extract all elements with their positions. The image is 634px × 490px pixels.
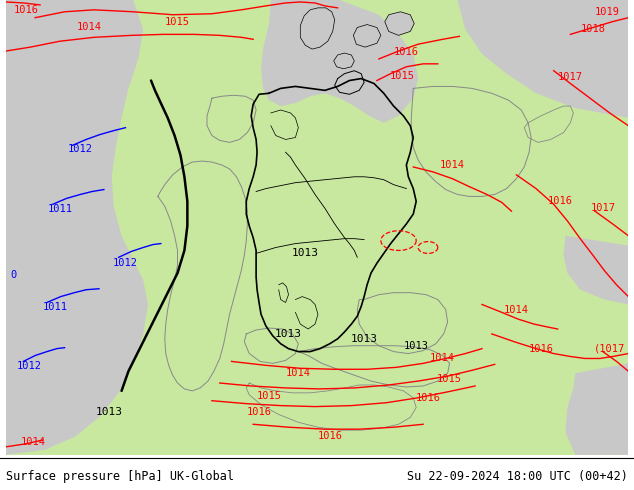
Text: 1016: 1016 [394,47,419,57]
Text: 1014: 1014 [21,437,46,447]
Text: 1017: 1017 [590,203,615,213]
Text: 1014: 1014 [440,160,465,170]
Text: Surface pressure [hPa] UK-Global: Surface pressure [hPa] UK-Global [6,470,235,483]
Text: 1015: 1015 [256,391,281,401]
Text: 1016: 1016 [548,196,573,206]
Text: 1016: 1016 [415,393,441,403]
Polygon shape [6,0,148,455]
Text: 1013: 1013 [292,248,319,258]
Polygon shape [458,0,628,118]
Text: 1014: 1014 [430,353,455,364]
Text: 1012: 1012 [113,258,138,268]
Text: 1013: 1013 [351,334,378,344]
Text: 1016: 1016 [317,431,342,441]
Polygon shape [261,0,418,123]
Text: 1012: 1012 [68,144,93,154]
Text: 1019: 1019 [595,7,619,17]
Polygon shape [353,24,381,47]
Text: 1014: 1014 [77,23,101,32]
Polygon shape [333,53,354,69]
Text: 1016: 1016 [13,5,39,15]
Text: 1018: 1018 [581,24,605,34]
Text: 0: 0 [11,270,17,280]
Text: 1014: 1014 [504,305,529,316]
Polygon shape [301,8,335,49]
Text: 1017: 1017 [558,72,583,82]
Text: 1011: 1011 [42,302,67,313]
Text: 1013: 1013 [275,329,302,339]
Text: 1016: 1016 [528,343,553,354]
Text: 1014: 1014 [286,368,311,378]
Text: 1015: 1015 [390,71,415,81]
Text: 1016: 1016 [247,408,271,417]
Text: 1012: 1012 [16,361,42,371]
Text: 1011: 1011 [48,204,73,214]
Polygon shape [566,364,628,455]
Text: (1017: (1017 [594,343,625,354]
Text: 1013: 1013 [95,408,122,417]
Text: Su 22-09-2024 18:00 UTC (00+42): Su 22-09-2024 18:00 UTC (00+42) [407,470,628,483]
Text: 1015: 1015 [437,374,462,384]
Text: 1015: 1015 [165,17,190,26]
Polygon shape [385,12,414,35]
Polygon shape [564,236,628,304]
Text: 1013: 1013 [404,341,429,351]
